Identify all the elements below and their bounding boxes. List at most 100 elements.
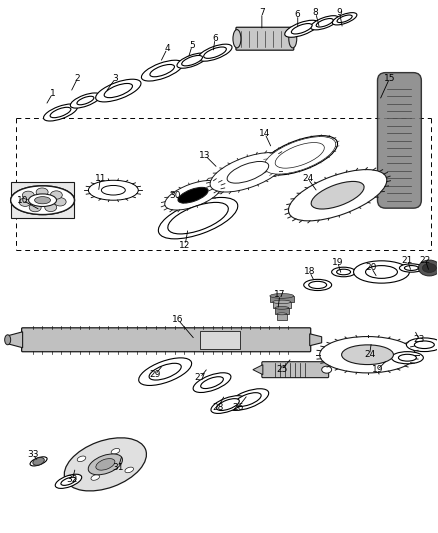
Polygon shape (8, 332, 23, 348)
Ellipse shape (168, 203, 228, 234)
Polygon shape (253, 365, 263, 375)
Ellipse shape (406, 338, 438, 352)
Ellipse shape (353, 261, 410, 283)
FancyBboxPatch shape (275, 308, 289, 314)
Text: 19: 19 (332, 257, 343, 266)
Text: 3: 3 (113, 74, 118, 83)
Ellipse shape (198, 44, 232, 61)
Polygon shape (310, 334, 321, 346)
FancyBboxPatch shape (378, 72, 421, 208)
Ellipse shape (264, 136, 336, 174)
Ellipse shape (64, 438, 146, 491)
Ellipse shape (418, 260, 438, 276)
Text: 13: 13 (199, 151, 211, 160)
Ellipse shape (204, 47, 226, 58)
Ellipse shape (34, 459, 43, 464)
Text: 8: 8 (313, 9, 318, 17)
Text: 26: 26 (232, 403, 244, 412)
Ellipse shape (141, 60, 183, 81)
Ellipse shape (77, 96, 94, 105)
Ellipse shape (95, 79, 141, 102)
Ellipse shape (178, 187, 208, 203)
Text: 12: 12 (180, 240, 191, 249)
Ellipse shape (275, 142, 324, 168)
Ellipse shape (22, 191, 34, 199)
Text: 16: 16 (173, 316, 184, 324)
Text: 5: 5 (189, 41, 195, 50)
Ellipse shape (36, 188, 48, 196)
Ellipse shape (289, 169, 387, 221)
FancyBboxPatch shape (11, 182, 74, 218)
Text: 23: 23 (413, 335, 425, 344)
FancyBboxPatch shape (200, 331, 240, 349)
Text: 33: 33 (27, 450, 39, 459)
Ellipse shape (43, 104, 78, 121)
Ellipse shape (29, 204, 41, 212)
Ellipse shape (177, 53, 207, 68)
Ellipse shape (304, 279, 332, 290)
Ellipse shape (311, 181, 364, 209)
Text: 14: 14 (259, 129, 271, 138)
Ellipse shape (273, 300, 291, 304)
Ellipse shape (275, 306, 289, 309)
Ellipse shape (217, 399, 239, 410)
Text: 6: 6 (295, 10, 300, 19)
Ellipse shape (321, 366, 332, 373)
Ellipse shape (182, 55, 202, 66)
Text: 29: 29 (149, 370, 161, 379)
Text: 6: 6 (212, 34, 218, 43)
Ellipse shape (139, 358, 192, 385)
Ellipse shape (50, 191, 62, 199)
Ellipse shape (422, 263, 436, 272)
Ellipse shape (270, 294, 294, 298)
Ellipse shape (88, 454, 123, 475)
Ellipse shape (19, 198, 31, 206)
Ellipse shape (227, 389, 268, 410)
Ellipse shape (366, 265, 397, 278)
Text: 17: 17 (274, 290, 286, 300)
Ellipse shape (77, 456, 86, 462)
Ellipse shape (289, 29, 297, 48)
Text: 30: 30 (170, 191, 181, 200)
Text: 21: 21 (402, 255, 413, 264)
Text: 7: 7 (259, 9, 265, 17)
Ellipse shape (30, 457, 47, 466)
Ellipse shape (392, 352, 424, 364)
Text: 25: 25 (276, 365, 287, 374)
Ellipse shape (399, 264, 424, 272)
Ellipse shape (320, 336, 415, 373)
Ellipse shape (54, 198, 66, 206)
Ellipse shape (309, 281, 327, 288)
Ellipse shape (285, 20, 319, 37)
Ellipse shape (61, 477, 76, 486)
Ellipse shape (210, 152, 286, 192)
Text: 24: 24 (364, 350, 375, 359)
Ellipse shape (277, 313, 287, 315)
Ellipse shape (96, 458, 115, 470)
Ellipse shape (11, 186, 74, 215)
Ellipse shape (291, 23, 312, 34)
Ellipse shape (28, 194, 57, 206)
Ellipse shape (11, 186, 74, 215)
Text: 22: 22 (420, 255, 431, 264)
Text: 10: 10 (17, 196, 28, 205)
Ellipse shape (337, 269, 350, 275)
Text: 15: 15 (384, 74, 395, 83)
Ellipse shape (227, 161, 268, 183)
Ellipse shape (404, 265, 418, 270)
Ellipse shape (35, 197, 50, 204)
Text: 4: 4 (164, 44, 170, 53)
Text: 27: 27 (194, 373, 206, 382)
Ellipse shape (193, 373, 231, 392)
Ellipse shape (211, 395, 245, 414)
Text: 9: 9 (337, 9, 343, 17)
Ellipse shape (150, 64, 174, 77)
Ellipse shape (316, 19, 333, 27)
Ellipse shape (399, 354, 417, 361)
Text: 32: 32 (67, 475, 78, 484)
Ellipse shape (159, 197, 238, 239)
Text: 18: 18 (304, 268, 315, 277)
Ellipse shape (91, 475, 99, 480)
Ellipse shape (201, 377, 223, 389)
Ellipse shape (262, 135, 338, 175)
